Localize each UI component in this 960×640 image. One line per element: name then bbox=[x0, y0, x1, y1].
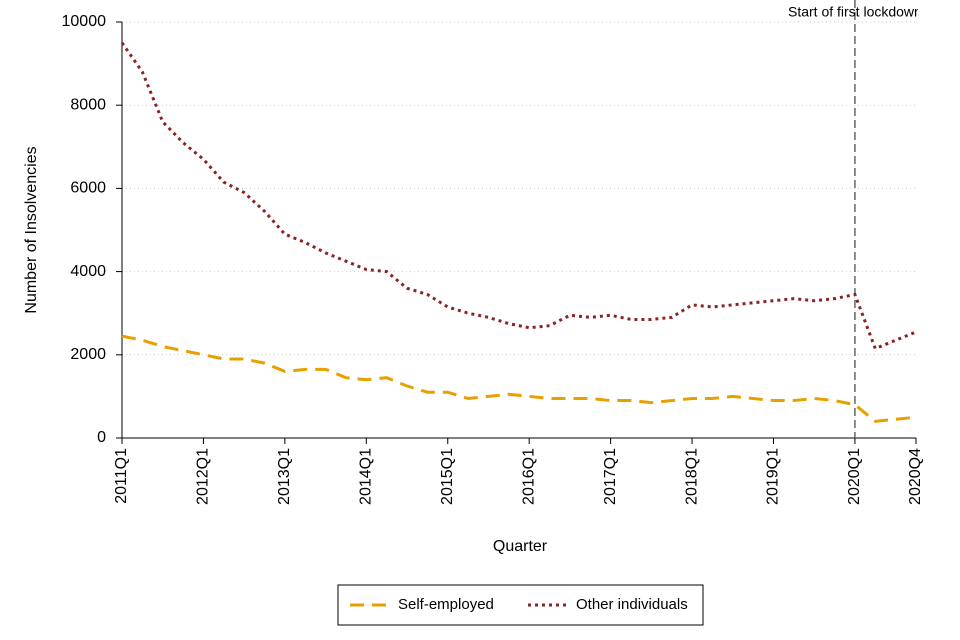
series-line bbox=[120, 41, 917, 351]
x-axis-label: Quarter bbox=[493, 538, 548, 555]
x-tick-label: 2018Q1 bbox=[683, 448, 700, 505]
legend-label: Self-employed bbox=[398, 596, 494, 613]
y-tick-label: 6000 bbox=[70, 180, 106, 197]
x-tick-label: 2011Q1 bbox=[113, 448, 130, 504]
x-tick-label: 2020Q4 bbox=[907, 448, 924, 505]
legend-label: Other individuals bbox=[576, 596, 688, 613]
legend-box bbox=[337, 584, 704, 626]
x-tick-label: 2013Q1 bbox=[276, 448, 293, 505]
y-axis-label: Number of Insolvencies bbox=[23, 146, 40, 313]
series-line bbox=[121, 334, 917, 423]
x-tick-label: 2012Q1 bbox=[195, 448, 212, 505]
x-tick-label: 2014Q1 bbox=[358, 448, 375, 505]
x-tick-label: 2020Q1 bbox=[846, 448, 863, 505]
y-tick-label: 2000 bbox=[70, 346, 106, 363]
x-tick-label: 2019Q1 bbox=[765, 448, 782, 505]
x-tick-label: 2016Q1 bbox=[520, 448, 537, 505]
annotation-text: Start of first lockdown bbox=[788, 4, 922, 20]
y-tick-label: 10000 bbox=[62, 13, 107, 30]
y-tick-label: 0 bbox=[97, 429, 106, 446]
y-tick-label: 4000 bbox=[70, 263, 106, 280]
x-tick-label: 2017Q1 bbox=[602, 448, 619, 505]
y-tick-label: 8000 bbox=[70, 96, 106, 113]
x-tick-label: 2015Q1 bbox=[439, 448, 456, 505]
